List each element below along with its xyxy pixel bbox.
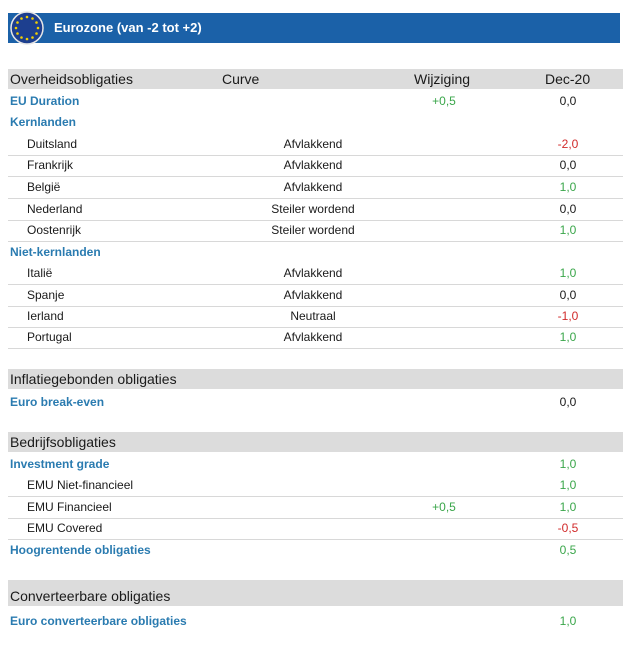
section-header-government: Overheidsobligaties Curve Wijziging Dec-… — [8, 69, 623, 89]
score-value: 0,5 — [559, 543, 577, 557]
country-name: Nederland — [27, 202, 83, 216]
score-value: 1,0 — [559, 478, 577, 492]
section-title: Inflatiegebonden obligaties — [10, 371, 177, 387]
curve-value: Afvlakkend — [283, 266, 343, 280]
sector-name: EMU Niet-financieel — [27, 478, 134, 492]
table-row: EMU Financieel +0,5 1,0 — [8, 497, 623, 519]
country-name: Spanje — [27, 288, 65, 302]
table-row-eu-duration: EU Duration +0,5 0,0 — [8, 91, 623, 112]
column-header-dec20: Dec-20 — [545, 71, 591, 87]
table-row-noncore: Niet-kernlanden — [8, 242, 623, 263]
table-row: Italië Afvlakkend 1,0 — [8, 263, 623, 285]
table-row: Ierland Neutraal -1,0 — [8, 306, 623, 328]
header-banner: Eurozone (van -2 tot +2) — [8, 11, 620, 45]
score-value: -0,5 — [557, 521, 579, 535]
score-value: -1,0 — [557, 309, 579, 323]
curve-value: Afvlakkend — [283, 180, 343, 194]
curve-value: Steiler wordend — [271, 223, 355, 237]
curve-value: Steiler wordend — [271, 202, 355, 216]
eu-flag-icon — [10, 11, 44, 45]
section-header-corporate: Bedrijfsobligaties — [8, 432, 623, 452]
country-name: Oostenrijk — [27, 223, 82, 237]
table-row: EMU Covered -0,5 — [8, 518, 623, 540]
category-label: Euro break-even — [10, 395, 105, 409]
score-value: 0,0 — [559, 395, 577, 409]
change-value: +0,5 — [432, 500, 456, 514]
score-value: 0,0 — [559, 94, 577, 108]
table-row: Portugal Afvlakkend 1,0 — [8, 327, 623, 349]
country-name: Duitsland — [27, 137, 78, 151]
section-header-convertible: Converteerbare obligaties — [8, 580, 623, 606]
table-row-break-even: Euro break-even 0,0 — [8, 392, 623, 413]
country-name: Portugal — [27, 330, 72, 344]
curve-value: Afvlakkend — [283, 137, 343, 151]
score-value: 1,0 — [559, 500, 577, 514]
section-header-inflation: Inflatiegebonden obligaties — [8, 369, 623, 389]
score-value: 1,0 — [559, 180, 577, 194]
score-value: 0,0 — [559, 202, 577, 216]
sector-name: EMU Financieel — [27, 500, 112, 514]
score-value: 1,0 — [559, 223, 577, 237]
column-header-change: Wijziging — [414, 71, 471, 87]
change-value: +0,5 — [432, 94, 456, 108]
table-row: Frankrijk Afvlakkend 0,0 — [8, 155, 623, 177]
table-row: Spanje Afvlakkend 0,0 — [8, 285, 623, 307]
table-row-investment-grade: Investment grade 1,0 — [8, 454, 623, 475]
table-row: Duitsland Afvlakkend -2,0 — [8, 134, 623, 156]
table-row: Nederland Steiler wordend 0,0 — [8, 199, 623, 221]
column-header-curve: Curve — [222, 71, 260, 87]
score-value: -2,0 — [557, 137, 579, 151]
page-title: Eurozone (van -2 tot +2) — [54, 20, 202, 35]
category-label: EU Duration — [10, 94, 80, 108]
curve-value: Afvlakkend — [283, 288, 343, 302]
category-label: Investment grade — [10, 457, 110, 471]
score-value: 1,0 — [559, 457, 577, 471]
table-row: Oostenrijk Steiler wordend 1,0 — [8, 220, 623, 242]
table-row-high-yield: Hoogrentende obligaties 0,5 — [8, 540, 623, 561]
curve-value: Afvlakkend — [283, 330, 343, 344]
table-row-core: Kernlanden — [8, 112, 623, 133]
section-title: Converteerbare obligaties — [10, 588, 171, 604]
category-label: Kernlanden — [10, 115, 77, 129]
score-value: 0,0 — [559, 158, 577, 172]
country-name: Italië — [27, 266, 53, 280]
table-row: EMU Niet-financieel 1,0 — [8, 475, 623, 497]
table-row-convertible: Euro converteerbare obligaties 1,0 — [8, 611, 623, 632]
category-label: Euro converteerbare obligaties — [10, 614, 187, 628]
country-name: Ierland — [27, 309, 64, 323]
score-value: 1,0 — [559, 330, 577, 344]
score-value: 1,0 — [559, 266, 577, 280]
score-value: 0,0 — [559, 288, 577, 302]
curve-value: Neutraal — [290, 309, 336, 323]
country-name: Frankrijk — [27, 158, 74, 172]
column-header-bonds: Overheidsobligaties — [10, 71, 133, 87]
country-name: België — [27, 180, 61, 194]
score-value: 1,0 — [559, 614, 577, 628]
category-label: Niet-kernlanden — [10, 245, 101, 259]
category-label: Hoogrentende obligaties — [10, 543, 151, 557]
table-row: België Afvlakkend 1,0 — [8, 177, 623, 199]
curve-value: Afvlakkend — [283, 158, 343, 172]
section-title: Bedrijfsobligaties — [10, 434, 116, 450]
sector-name: EMU Covered — [27, 521, 103, 535]
